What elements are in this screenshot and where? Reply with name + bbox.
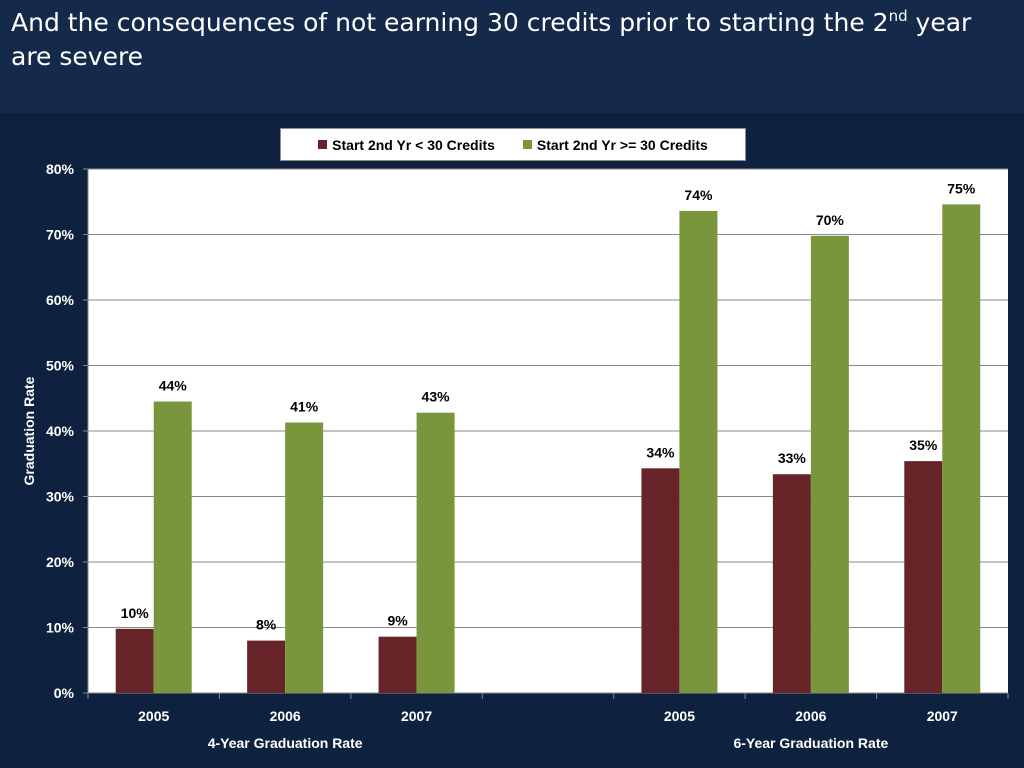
x-tick-label: 2006 — [795, 708, 826, 724]
bar-low — [641, 468, 680, 693]
x-group-label: 4-Year Graduation Rate — [208, 735, 363, 751]
x-tick-label: 2005 — [664, 708, 695, 724]
data-label: 33% — [778, 450, 807, 466]
chart-legend: Start 2nd Yr < 30 Credits Start 2nd Yr >… — [280, 128, 746, 161]
title-bar: And the consequences of not earning 30 c… — [0, 0, 1024, 113]
data-label: 34% — [646, 444, 675, 460]
bar-low — [247, 640, 286, 693]
data-label: 74% — [684, 187, 713, 203]
x-tick-label: 2006 — [270, 708, 301, 724]
data-label: 41% — [290, 398, 319, 414]
x-tick-label: 2005 — [138, 708, 169, 724]
legend-label-low: Start 2nd Yr < 30 Credits — [332, 136, 495, 153]
data-label: 10% — [121, 605, 150, 621]
data-label: 9% — [387, 613, 408, 629]
title-main: And the consequences of not earning 30 c… — [11, 8, 889, 37]
y-tick-label: 80% — [46, 161, 75, 177]
slide-title: And the consequences of not earning 30 c… — [11, 6, 1001, 74]
y-tick-label: 20% — [46, 554, 75, 570]
y-tick-label: 0% — [54, 685, 75, 701]
data-label: 43% — [422, 389, 451, 405]
legend-swatch-low — [318, 140, 328, 149]
legend-label-high: Start 2nd Yr >= 30 Credits — [536, 136, 708, 153]
bar-high — [416, 412, 455, 693]
title-tail: year are severe — [11, 8, 972, 71]
data-label: 70% — [816, 212, 845, 228]
title-superscript: nd — [888, 7, 908, 25]
y-tick-label: 30% — [46, 489, 75, 505]
y-tick-label: 70% — [46, 227, 75, 243]
bar-high — [153, 401, 192, 693]
bar-high — [285, 422, 324, 693]
bar-high — [810, 235, 849, 693]
bar-high — [679, 210, 718, 694]
x-tick-label: 2007 — [401, 708, 432, 724]
y-tick-label: 50% — [46, 358, 75, 374]
y-axis-label: Graduation Rate — [21, 376, 37, 485]
legend-swatch-high — [522, 140, 532, 149]
bar-low — [772, 474, 811, 693]
data-label: 35% — [909, 437, 938, 453]
data-label: 44% — [159, 378, 188, 394]
x-tick-label: 2007 — [927, 708, 958, 724]
y-tick-label: 40% — [46, 423, 75, 439]
bar-low — [904, 461, 943, 693]
bar-low — [378, 636, 417, 693]
data-label: 8% — [256, 617, 277, 633]
bar-low — [115, 628, 154, 693]
bar-high — [942, 204, 981, 693]
legend-item-high: Start 2nd Yr >= 30 Credits — [522, 136, 708, 153]
y-tick-label: 60% — [46, 292, 75, 308]
x-group-label: 6-Year Graduation Rate — [733, 735, 888, 751]
y-tick-label: 10% — [46, 620, 75, 636]
data-label: 75% — [947, 180, 976, 196]
legend-item-low: Start 2nd Yr < 30 Credits — [318, 137, 495, 153]
